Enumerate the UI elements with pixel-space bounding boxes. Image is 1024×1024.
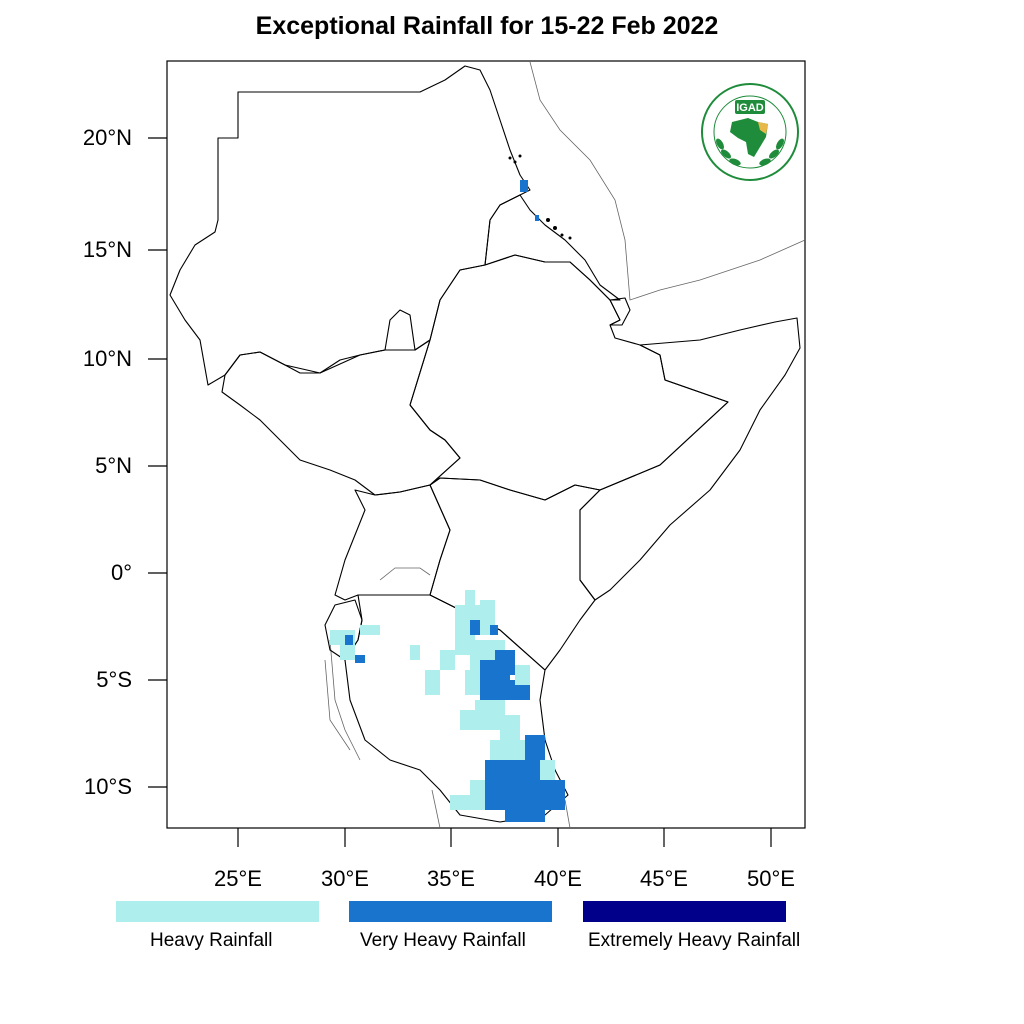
legend-swatch-very-heavy: [349, 901, 552, 922]
heavy-rain-cell: [500, 715, 520, 745]
lon-label: 35°E: [427, 866, 475, 891]
lat-label: 5°N: [95, 453, 132, 478]
africa-icon: [730, 118, 768, 157]
uganda-boundary: [334, 484, 451, 601]
very-heavy-rain-cell: [345, 635, 353, 645]
lat-label: 10°S: [84, 774, 132, 799]
neighbor-boundaries: [324, 61, 806, 829]
legend-label-extreme: Extremely Heavy Rainfall: [588, 930, 801, 951]
lat-ticks: [148, 137, 167, 788]
map-frame: [166, 60, 806, 829]
lon-label: 30°E: [321, 866, 369, 891]
legend-label-heavy: Heavy Rainfall: [150, 930, 273, 951]
igad-logo: IGAD: [701, 83, 799, 181]
very-heavy-rain-cell: [520, 180, 528, 192]
lat-label: 15°N: [82, 237, 132, 262]
heavy-rain-cell: [410, 645, 420, 660]
legend-label-very-heavy: Very Heavy Rainfall: [360, 930, 526, 951]
very-heavy-rain-cell: [485, 760, 550, 790]
very-heavy-rain-cell: [495, 650, 515, 675]
lon-ticks: [237, 828, 772, 847]
heavy-rain-cell: [450, 795, 485, 810]
heavy-rain-cell: [360, 625, 380, 635]
eritrea-boundary: [484, 194, 621, 301]
very-heavy-rain-cell: [545, 780, 565, 800]
map-title: Exceptional Rainfall for 15-22 Feb 2022: [255, 12, 719, 40]
very-heavy-rain-cell: [535, 215, 539, 221]
laurel-icon: [716, 138, 784, 166]
heavy-rain-cell: [515, 665, 530, 685]
lon-label: 25°E: [214, 866, 262, 891]
lon-label: 40°E: [534, 866, 582, 891]
country-boundaries: [169, 65, 801, 823]
heavy-rain-cell: [465, 590, 475, 605]
legend-swatch-heavy: [116, 901, 319, 922]
heavy-rain-cell: [340, 645, 355, 660]
heavy-rain-cell: [540, 760, 555, 780]
south-sudan-boundary: [221, 339, 461, 496]
very-heavy-rain-cell: [470, 620, 480, 635]
djibouti-boundary: [609, 297, 631, 326]
very-heavy-rain-cell: [525, 735, 545, 760]
lat-label: 0°: [110, 560, 132, 585]
lat-label: 10°N: [82, 346, 132, 371]
very-heavy-rain-cell: [490, 625, 498, 635]
igad-logo-text: IGAD: [736, 102, 764, 114]
somalia-boundary: [579, 317, 801, 601]
red-sea-islands: [508, 154, 572, 240]
tanzania-boundary: [344, 594, 569, 823]
lat-label: 5°S: [96, 667, 132, 692]
heavy-rain-cell: [460, 710, 475, 730]
rainfall-cells: [330, 180, 565, 822]
heavy-rain-cell: [425, 670, 440, 695]
very-heavy-rain-cell: [355, 655, 365, 663]
ethiopia-boundary: [409, 254, 729, 501]
very-heavy-rain-cell: [505, 810, 545, 822]
sudan-boundary: [169, 65, 531, 386]
legend-swatch-extreme: [583, 901, 786, 922]
lon-label: 45°E: [640, 866, 688, 891]
heavy-rain-cell: [440, 650, 455, 670]
heavy-rain-cell: [480, 600, 495, 620]
lat-label: 20°N: [82, 125, 132, 150]
lon-label: 50°E: [747, 866, 795, 891]
